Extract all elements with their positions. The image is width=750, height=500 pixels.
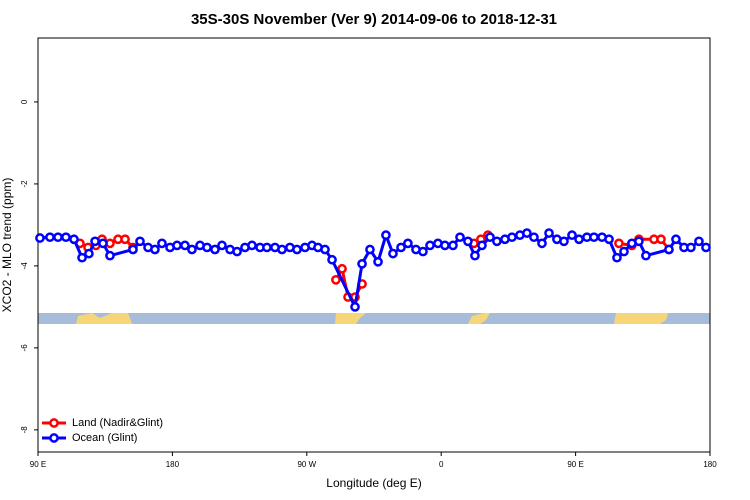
data-point — [105, 250, 115, 261]
data-point — [589, 232, 599, 243]
legend-marker — [49, 418, 59, 428]
data-point — [425, 240, 435, 251]
data-point — [210, 244, 220, 255]
chart-title: 35S-30S November (Ver 9) 2014-09-06 to 2… — [191, 11, 557, 28]
data-point — [187, 244, 197, 255]
x-tick-label: 90 E — [30, 460, 46, 469]
data-point — [77, 252, 87, 263]
x-tick-label: 90 W — [297, 460, 316, 469]
data-point — [35, 233, 45, 243]
data-point — [396, 242, 406, 253]
data-point — [69, 234, 79, 245]
y-tick-label: 0 — [20, 99, 29, 104]
data-point — [84, 248, 94, 259]
data-point — [619, 246, 629, 257]
x-tick-label: 180 — [166, 460, 180, 469]
data-point — [98, 238, 108, 249]
data-point — [381, 230, 391, 241]
data-point — [135, 236, 145, 247]
x-tick-label: 0 — [439, 460, 444, 469]
data-point — [418, 246, 428, 257]
data-point — [440, 240, 450, 251]
data-point — [128, 244, 138, 255]
y-tick-label: -8 — [20, 426, 29, 434]
data-point — [567, 230, 577, 241]
data-point — [327, 254, 337, 265]
y-axis-label: XCO2 - MLO trend (ppm) — [0, 178, 14, 313]
data-point — [604, 234, 614, 245]
data-point — [522, 228, 532, 238]
data-point — [641, 250, 651, 261]
data-point — [365, 244, 375, 255]
data-point — [701, 242, 711, 253]
data-point — [150, 244, 160, 255]
data-point — [455, 232, 465, 243]
data-point — [507, 232, 517, 243]
data-point — [544, 228, 554, 238]
data-point — [180, 240, 190, 251]
data-point — [477, 240, 487, 251]
data-point — [574, 234, 584, 245]
data-point — [559, 236, 569, 247]
data-point — [537, 238, 547, 249]
data-point — [694, 236, 704, 247]
data-point — [529, 232, 539, 243]
legend-label: Land (Nadir&Glint) — [72, 417, 163, 429]
data-point — [463, 236, 473, 247]
data-point — [634, 236, 644, 247]
data-point — [337, 263, 347, 274]
data-point — [492, 236, 502, 247]
data-point — [247, 240, 257, 251]
x-axis-label: Longitude (deg E) — [326, 476, 421, 490]
data-point — [350, 302, 360, 312]
data-point — [202, 242, 212, 253]
data-point — [45, 232, 55, 243]
data-point — [403, 238, 413, 249]
data-point — [612, 252, 622, 263]
data-point — [686, 242, 696, 253]
data-point — [320, 244, 330, 255]
y-tick-label: -4 — [20, 262, 29, 270]
surface-strip — [38, 313, 710, 324]
data-point — [172, 240, 182, 251]
data-point — [277, 244, 287, 255]
x-tick-label: 90 E — [567, 460, 583, 469]
legend-label: Ocean (Glint) — [72, 432, 137, 444]
data-point — [61, 232, 71, 243]
data-point — [485, 232, 495, 243]
x-tick-label: 180 — [703, 460, 717, 469]
data-point — [656, 234, 666, 245]
data-point — [157, 238, 167, 249]
data-point — [388, 248, 398, 259]
data-point — [373, 256, 383, 267]
data-point — [448, 240, 458, 251]
data-point — [90, 236, 100, 247]
data-point — [292, 244, 302, 255]
data-point — [664, 244, 674, 255]
data-point — [217, 240, 227, 251]
y-tick-label: -2 — [20, 180, 29, 188]
data-point — [331, 274, 341, 285]
data-point — [357, 259, 367, 269]
data-point — [232, 246, 242, 257]
y-tick-label: -6 — [20, 344, 29, 352]
data-point — [262, 242, 272, 253]
data-point — [120, 234, 130, 245]
data-point — [671, 234, 681, 245]
data-point — [614, 238, 624, 249]
legend-marker — [49, 433, 59, 443]
data-point — [53, 232, 63, 243]
data-point — [470, 250, 480, 261]
